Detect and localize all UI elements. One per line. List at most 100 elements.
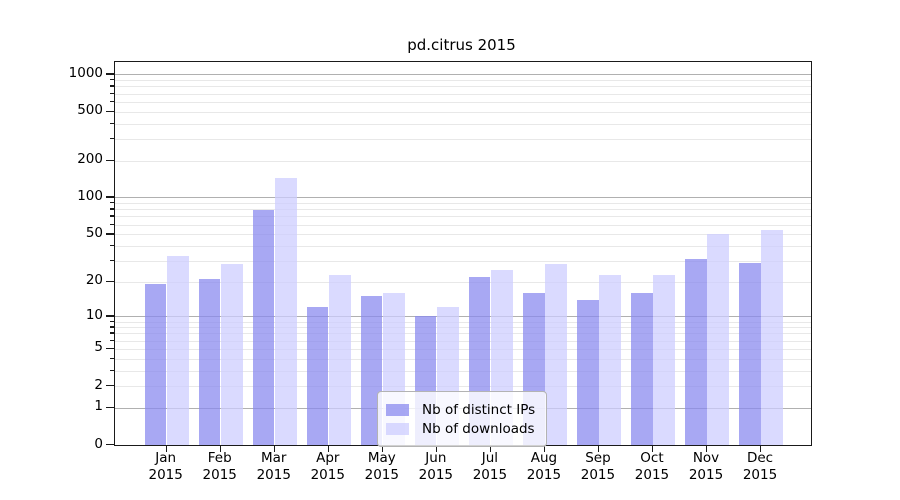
x-tick-4 <box>381 445 384 452</box>
x-tick-label-4: May 2015 <box>364 450 399 483</box>
gridline-700 <box>114 93 811 95</box>
y-minor-tick-9 <box>110 320 114 322</box>
bar-nb-of-distinct-ips-oct-2015 <box>630 293 653 445</box>
y-minor-tick-400 <box>110 122 114 124</box>
y-tick-label-10: 10 <box>85 306 103 323</box>
x-tick-label-10: Nov 2015 <box>688 450 724 483</box>
bar-nb-of-downloads-jan-2015 <box>167 255 189 445</box>
x-tick-label-11: Dec 2015 <box>742 450 778 483</box>
x-tick-label-5: Jun 2015 <box>418 450 454 483</box>
x-tick-label-0: Jan 2015 <box>148 450 183 483</box>
gridline-900 <box>114 80 811 82</box>
x-tick-6 <box>489 445 492 452</box>
y-tick-1 <box>106 406 114 409</box>
bar-nb-of-downloads-mar-2015 <box>275 178 297 445</box>
y-tick-label-20: 20 <box>85 272 103 289</box>
y-minor-tick-40 <box>110 244 114 247</box>
gridline-5 <box>114 348 811 350</box>
y-tick-label-500: 500 <box>77 102 103 119</box>
x-tick-label-2: Mar 2015 <box>256 450 291 483</box>
y-minor-tick-800 <box>110 85 114 87</box>
bar-nb-of-downloads-nov-2015 <box>707 234 730 445</box>
gridline-40 <box>114 245 811 247</box>
legend-swatch-downloads <box>386 422 409 435</box>
gridline-80 <box>114 209 811 211</box>
y-minor-tick-600 <box>110 100 114 103</box>
y-tick-5 <box>106 347 114 350</box>
bar-nb-of-distinct-ips-jan-2015 <box>144 284 167 445</box>
gridline-60 <box>114 224 811 226</box>
x-tick-label-7: Aug 2015 <box>526 450 562 483</box>
y-tick-50 <box>106 233 114 235</box>
bar-nb-of-downloads-aug-2015 <box>545 264 568 445</box>
legend-entry-downloads: Nb of downloads <box>386 420 536 437</box>
gridline-8 <box>114 327 811 329</box>
gridline-7 <box>114 333 811 335</box>
gridline-1000 <box>114 74 811 76</box>
gridline-10 <box>114 316 811 318</box>
x-tick-1 <box>219 445 222 452</box>
x-tick-label-3: Apr 2015 <box>310 450 345 483</box>
x-tick-label-1: Feb 2015 <box>202 450 237 483</box>
gridline-200 <box>114 160 811 162</box>
y-tick-label-100: 100 <box>77 187 103 204</box>
y-minor-tick-3 <box>110 369 114 372</box>
gridline-2 <box>114 386 811 388</box>
x-tick-0 <box>165 445 168 452</box>
y-tick-label-0: 0 <box>94 435 103 452</box>
y-minor-tick-30 <box>110 259 114 262</box>
y-minor-tick-8 <box>110 326 114 328</box>
x-tick-2 <box>273 445 276 452</box>
y-minor-tick-80 <box>110 208 114 210</box>
legend-label-downloads: Nb of downloads <box>422 420 535 437</box>
legend-swatch-distinct-ips <box>386 403 409 416</box>
gridline-4 <box>114 358 811 360</box>
bar-nb-of-downloads-sep-2015 <box>599 274 622 445</box>
x-tick-label-8: Sep 2015 <box>580 450 616 483</box>
y-tick-20 <box>106 280 114 283</box>
y-tick-200 <box>106 159 114 161</box>
y-tick-0 <box>106 444 114 446</box>
gridline-400 <box>114 123 811 125</box>
plot-area <box>113 61 812 446</box>
gridline-100 <box>114 197 811 199</box>
gridline-6 <box>114 340 811 342</box>
bar-nb-of-distinct-ips-dec-2015 <box>738 262 761 445</box>
x-tick-label-6: Jul 2015 <box>472 450 508 483</box>
y-minor-tick-900 <box>110 79 114 81</box>
y-minor-tick-90 <box>110 202 114 204</box>
gridline-20 <box>114 281 811 283</box>
gridline-600 <box>114 101 811 103</box>
y-minor-tick-6 <box>110 339 114 342</box>
bar-nb-of-downloads-apr-2015 <box>329 274 351 445</box>
x-tick-3 <box>327 445 330 452</box>
x-tick-7 <box>543 445 546 452</box>
y-tick-label-1: 1 <box>94 398 103 415</box>
x-tick-10 <box>706 445 708 452</box>
y-minor-tick-7 <box>110 332 114 334</box>
gridline-800 <box>114 86 811 88</box>
x-tick-label-9: Oct 2015 <box>634 450 670 483</box>
bar-nb-of-downloads-oct-2015 <box>653 274 676 445</box>
y-tick-2 <box>106 385 114 387</box>
bar-nb-of-downloads-dec-2015 <box>761 230 784 445</box>
x-tick-11 <box>760 445 762 452</box>
legend: Nb of distinct IPs Nb of downloads <box>377 391 547 447</box>
y-tick-label-2: 2 <box>94 376 103 393</box>
legend-label-distinct-ips: Nb of distinct IPs <box>422 401 536 418</box>
gridline-70 <box>114 216 811 218</box>
x-tick-9 <box>651 445 654 452</box>
gridline-90 <box>114 203 811 205</box>
y-tick-10 <box>106 315 114 317</box>
bar-nb-of-distinct-ips-nov-2015 <box>684 259 707 445</box>
x-tick-8 <box>597 445 600 452</box>
y-tick-1000 <box>106 73 114 75</box>
y-tick-label-50: 50 <box>85 224 103 241</box>
y-tick-100 <box>106 196 114 198</box>
gridline-3 <box>114 370 811 372</box>
y-minor-tick-60 <box>110 223 114 225</box>
chart-title: pd.citrus 2015 <box>407 36 516 54</box>
bar-nb-of-downloads-feb-2015 <box>221 264 243 445</box>
y-tick-label-1000: 1000 <box>68 64 103 81</box>
